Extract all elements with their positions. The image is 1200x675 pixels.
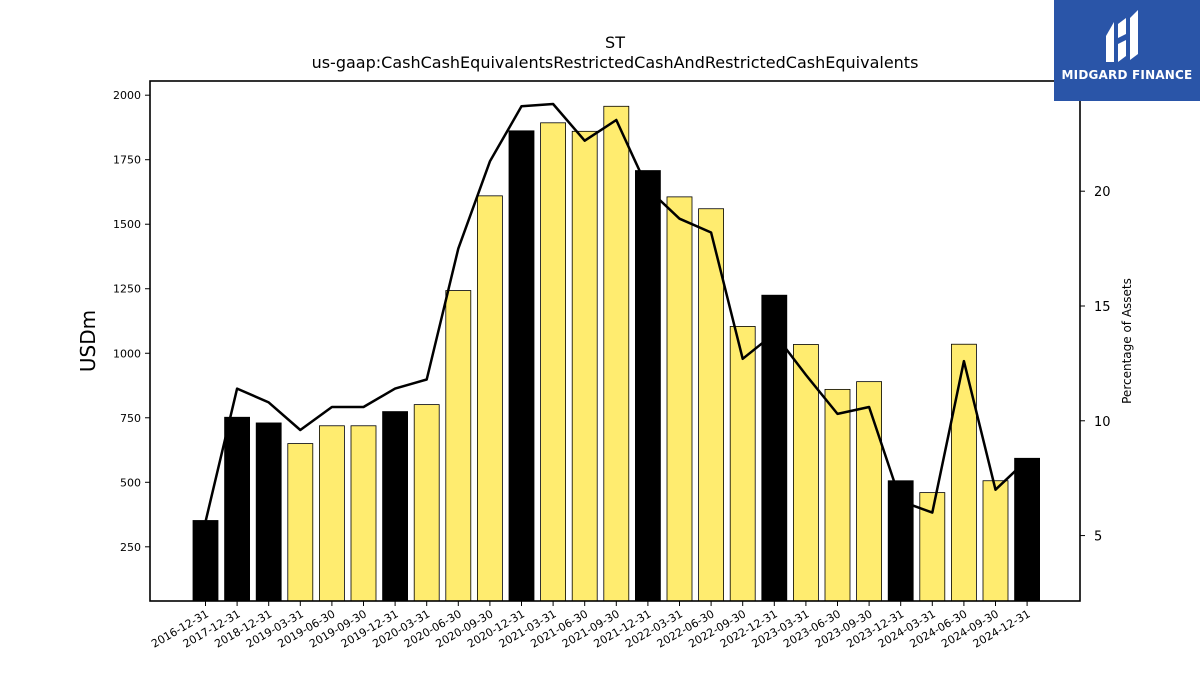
midgard-finance-logo: MIDGARD FINANCE [1054, 0, 1200, 101]
y-tick-label: 1000 [113, 347, 141, 360]
bar-2019-09-30 [350, 425, 377, 602]
bar-2020-06-30 [445, 290, 472, 602]
bar-2023-03-31 [793, 344, 819, 602]
y-tick-label: 500 [120, 476, 141, 489]
bar-2017-12-31 [224, 416, 251, 602]
bar-2020-12-31 [508, 130, 535, 602]
bar-2019-03-31 [287, 443, 314, 602]
bar-2024-09-30 [982, 480, 1009, 602]
y-tick-label: 2000 [113, 89, 141, 102]
logo-mark-icon [1106, 10, 1138, 62]
bar-2019-12-31 [382, 411, 409, 602]
bar-2019-06-30 [318, 425, 345, 602]
bars-group [192, 105, 1040, 602]
logo-text: MIDGARD FINANCE [1061, 68, 1193, 82]
chart-title: ST [605, 33, 625, 52]
bar-2023-06-30 [824, 388, 851, 602]
y2-tick-label: 10 [1094, 415, 1111, 430]
bar-2022-09-30 [729, 326, 756, 602]
y-tick-label: 1750 [113, 154, 141, 167]
y2-tick-label: 20 [1094, 185, 1111, 200]
bar-2021-12-31 [635, 170, 661, 602]
bar-2021-09-30 [603, 105, 630, 602]
y-tick-label: 750 [120, 412, 141, 425]
bar-2022-06-30 [698, 208, 724, 602]
bar-2023-09-30 [856, 381, 882, 602]
y2-tick-label: 5 [1094, 530, 1102, 545]
line-group [204, 102, 1028, 523]
chart-subtitle: us-gaap:CashCashEquivalentsRestrictedCas… [312, 53, 919, 72]
bar-2022-03-31 [666, 196, 693, 602]
bar-2016-12-31 [192, 520, 219, 602]
bar-2024-12-31 [1014, 457, 1040, 602]
y2-tick-label: 15 [1094, 300, 1111, 315]
y-tick-label: 250 [120, 541, 141, 554]
bar-2020-09-30 [476, 195, 503, 602]
y2-axis-label: Percentage of Assets [1120, 278, 1134, 404]
plot-frame [149, 80, 1081, 602]
bar-2021-06-30 [571, 130, 598, 602]
bar-2018-12-31 [255, 422, 282, 602]
pct-of-assets-line [204, 102, 1028, 523]
bar-2021-03-31 [540, 122, 566, 602]
y-tick-label: 1250 [113, 283, 141, 296]
y-tick-label: 1500 [113, 218, 141, 231]
bar-2024-06-30 [951, 343, 977, 602]
y-axis-label: USDm [76, 310, 100, 372]
bar-2020-03-31 [413, 404, 440, 602]
